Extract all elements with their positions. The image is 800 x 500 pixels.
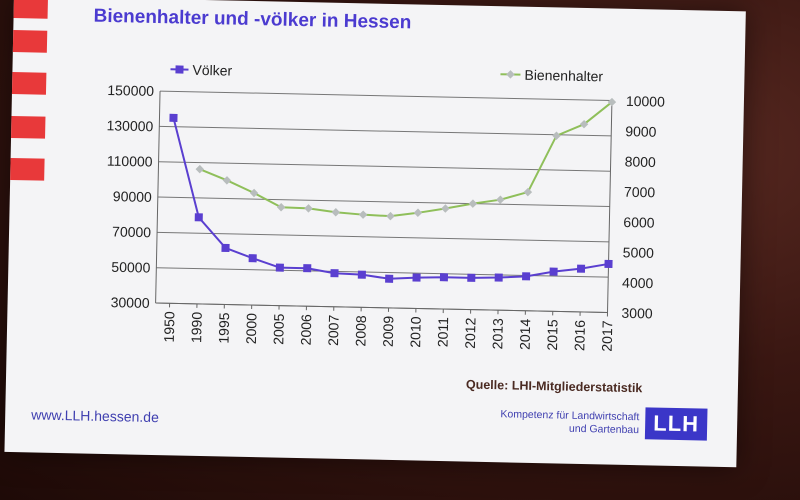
axes: 150000 130000 110000 90000 70000 50000 30000 10… <box>106 82 665 352</box>
gridline <box>158 161 611 172</box>
bienenhalter-point <box>607 97 617 107</box>
website-link[interactable]: www.LLH.hessen.de <box>31 406 160 426</box>
bienenhalter-point <box>552 131 561 140</box>
x-tick-label: 2006 <box>298 314 315 346</box>
voelker-point <box>221 243 230 253</box>
y-right-axis <box>607 100 613 313</box>
x-tick-label: 2015 <box>544 319 561 351</box>
voelker-point <box>522 272 531 281</box>
x-tick-label: 2005 <box>270 313 287 345</box>
tagline: Kompetenz für Landwirtschaft und Gartenb… <box>499 408 640 437</box>
legend-voelker-label: Völker <box>192 62 232 79</box>
line-chart: 150000 130000 110000 90000 70000 50000 30000 10… <box>106 62 665 352</box>
llh-logo: LLH <box>644 407 708 441</box>
tagline-line-2: und Gartenbau <box>568 422 640 437</box>
x-tick-label: 1990 <box>188 312 205 344</box>
voelker-point <box>439 273 449 282</box>
gridline <box>160 90 612 102</box>
legend-voelker-marker <box>175 65 184 74</box>
bienenhalter-point <box>304 204 313 213</box>
voelker-point <box>194 213 203 222</box>
x-tick-label: 2016 <box>571 320 588 352</box>
y-left-tick-label: 70000 <box>112 223 151 240</box>
voelker-point <box>385 274 394 283</box>
x-tick-label: 2008 <box>352 315 369 347</box>
y-left-tick-label: 30000 <box>111 294 150 311</box>
voelker-point <box>330 269 339 278</box>
x-tick-label: 2014 <box>517 318 534 350</box>
source-note: Quelle: LHI-Mitgliederstatistik <box>465 377 643 396</box>
voelker-point <box>576 264 586 273</box>
bienenhalter-point <box>468 199 478 208</box>
x-tick-label: 2000 <box>243 313 260 345</box>
bienenhalter-point <box>441 204 450 213</box>
bienenhalter-point <box>276 202 286 212</box>
y-left-tick-label: 50000 <box>111 259 150 276</box>
bienenhalter-point <box>579 119 589 129</box>
voelker-point <box>412 273 421 282</box>
x-tick-label: 2011 <box>434 317 451 348</box>
legend-bienenhalter-marker <box>506 70 515 79</box>
y-right-tick-label: 6000 <box>623 214 655 231</box>
x-axis <box>155 302 608 313</box>
y-right-tick-label: 10000 <box>626 93 665 110</box>
bienenhalter-point <box>413 208 423 218</box>
voelker-point <box>549 267 558 276</box>
gridline <box>157 196 610 208</box>
x-tick-label: 2010 <box>407 316 424 348</box>
legend: Völker Bienenhalter <box>170 62 604 85</box>
gridline <box>156 267 609 278</box>
voelker-point <box>357 270 366 279</box>
x-tick-label: 2017 <box>599 320 616 352</box>
voelker-point <box>604 259 613 269</box>
y-left-axis <box>155 91 161 304</box>
y-right-tick-label: 3000 <box>621 305 653 322</box>
voelker-point <box>494 273 503 282</box>
presentation-slide: Bienenhalter und -völker in Hessen 15000… <box>4 0 746 468</box>
bienenhalter-line <box>199 101 613 218</box>
x-tick-label: 2013 <box>489 318 506 350</box>
bienenhalter-point <box>222 176 232 185</box>
x-tick-label: 2012 <box>462 317 479 349</box>
bienenhalter-point <box>386 211 395 221</box>
voelker-point <box>275 263 284 272</box>
x-tick-label: 2009 <box>380 316 397 348</box>
y-right-tick-label: 9000 <box>625 123 657 140</box>
voelker-point <box>303 264 312 273</box>
y-left-tick-label: 130000 <box>106 117 153 134</box>
y-left-tick-label: 110000 <box>107 153 153 170</box>
voelker-point <box>467 273 476 282</box>
bienenhalter-point <box>331 208 341 217</box>
x-tick-label: 2007 <box>325 314 342 346</box>
y-right-tick-label: 5000 <box>623 244 655 261</box>
bienenhalter-point <box>249 188 259 198</box>
y-right-tick-label: 8000 <box>625 153 657 170</box>
legend-bienenhalter-label: Bienenhalter <box>524 67 603 85</box>
y-right-tick-label: 4000 <box>622 275 654 292</box>
y-right-tick-label: 7000 <box>624 184 656 201</box>
gridline <box>157 231 609 243</box>
x-tick-label: 1995 <box>216 312 233 344</box>
grid-lines <box>155 90 612 313</box>
voelker-point <box>248 254 257 263</box>
bienenhalter-point <box>358 210 368 219</box>
bienenhalter-point <box>195 164 205 174</box>
voelker-point <box>169 113 178 122</box>
bienenhalter-point <box>523 187 533 197</box>
x-tick-label: 1950 <box>161 311 178 343</box>
voelker-line <box>172 117 609 280</box>
gridline <box>159 125 612 137</box>
y-left-tick-label: 90000 <box>113 188 152 205</box>
y-left-tick-label: 150000 <box>107 82 154 99</box>
bienenhalter-point <box>496 195 505 204</box>
series <box>169 97 617 283</box>
